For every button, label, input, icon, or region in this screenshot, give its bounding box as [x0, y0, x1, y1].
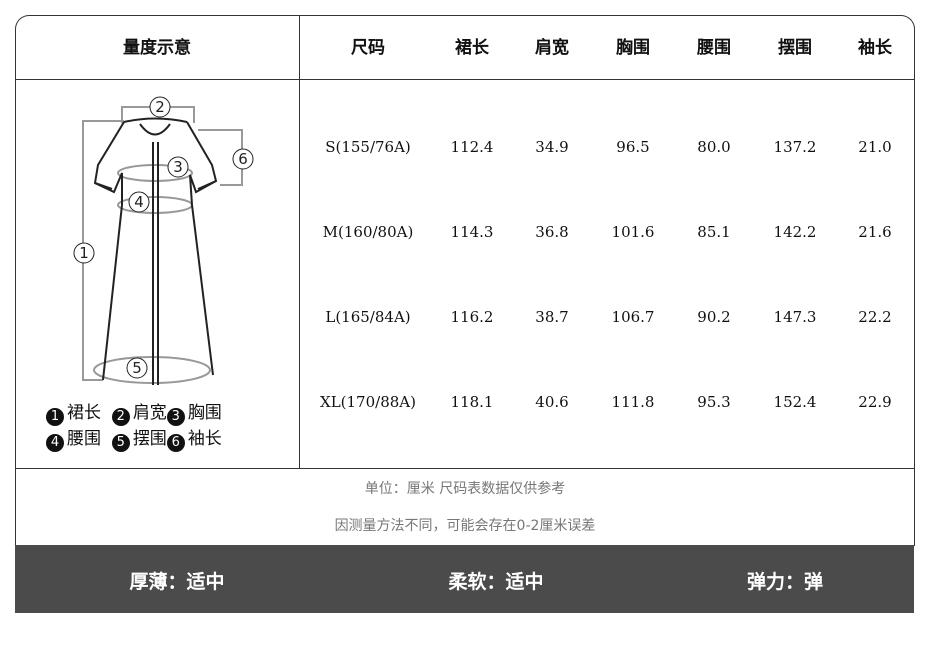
legend-label: 腰围	[67, 429, 101, 449]
table-cell: 137.2	[773, 138, 817, 156]
header-diagram: 量度示意	[123, 38, 191, 58]
error-note: 因测量方法不同，可能会存在0-2厘米误差	[334, 518, 596, 534]
marker-6: 6	[238, 150, 248, 168]
table-cell: 22.9	[858, 393, 892, 411]
table-cell: 152.4	[773, 393, 817, 411]
legend-row-2: 4 腰围 5 摆围 6 袖长	[46, 424, 222, 452]
table-cell: 21.6	[858, 223, 892, 241]
header-col: 腰围	[697, 38, 731, 58]
attributes-band	[15, 545, 914, 613]
header-col: 裙长	[455, 38, 489, 58]
notes-divider	[15, 468, 914, 469]
legend-number: 1	[46, 408, 64, 426]
legend-label: 裙长	[67, 403, 101, 423]
header-col: 摆围	[778, 38, 812, 58]
legend-number: 6	[166, 434, 185, 452]
size-cell: M(160/80A)	[322, 223, 414, 241]
unit-note: 单位：厘米 尺码表数据仅供参考	[364, 481, 566, 497]
table-cell: 142.2	[773, 223, 817, 241]
attribute-thickness: 厚薄：适中	[129, 571, 225, 593]
attribute-elasticity: 弹力：弹	[746, 571, 824, 593]
size-cell: L(165/84A)	[325, 308, 411, 326]
table-cell: 40.6	[535, 393, 569, 411]
legend-number: 2	[111, 408, 130, 426]
table-cell: 80.0	[697, 138, 731, 156]
marker-5: 5	[132, 359, 142, 377]
legend-row-1: 1 裙长 2 肩宽 3 胸围	[46, 398, 222, 426]
header-size: 尺码	[351, 38, 385, 58]
marker-3: 3	[173, 158, 183, 176]
dress-measurement-diagram: 2 6 3 4 1 5	[73, 96, 254, 385]
header-col: 胸围	[616, 38, 650, 58]
table-cell: 34.9	[535, 138, 569, 156]
marker-1: 1	[79, 244, 89, 262]
legend-label: 袖长	[187, 429, 222, 449]
table-cell: 114.3	[450, 223, 494, 241]
table-cell: 38.7	[535, 308, 569, 326]
table-cell: 147.3	[773, 308, 817, 326]
table-cell: 101.6	[611, 223, 655, 241]
size-cell: S(155/76A)	[325, 138, 411, 156]
table-cell: 112.4	[450, 138, 494, 156]
legend-number: 5	[111, 434, 130, 452]
header-divider	[15, 79, 914, 80]
legend-number: 4	[46, 434, 64, 452]
table-cell: 95.3	[697, 393, 731, 411]
marker-2: 2	[155, 98, 165, 116]
header-col: 肩宽	[535, 38, 569, 58]
attribute-softness: 柔软：适中	[448, 571, 544, 593]
table-cell: 90.2	[697, 308, 731, 326]
column-divider	[299, 15, 300, 468]
table-cell: 21.0	[858, 138, 892, 156]
table-cell: 106.7	[611, 308, 655, 326]
legend-label: 摆围	[132, 429, 167, 449]
table-cell: 96.5	[616, 138, 650, 156]
table-cell: 118.1	[450, 393, 494, 411]
legend-label: 胸围	[187, 403, 222, 423]
table-cell: 36.8	[535, 223, 569, 241]
table-cell: 85.1	[697, 223, 731, 241]
table-cell: 22.2	[858, 308, 892, 326]
header-col: 袖长	[858, 38, 892, 58]
table-cell: 116.2	[450, 308, 494, 326]
marker-4: 4	[134, 193, 144, 211]
legend-label: 肩宽	[132, 403, 167, 423]
size-cell: XL(170/88A)	[320, 393, 416, 411]
size-chart-frame	[15, 15, 915, 546]
table-cell: 111.8	[611, 393, 655, 411]
legend-number: 3	[166, 408, 185, 426]
